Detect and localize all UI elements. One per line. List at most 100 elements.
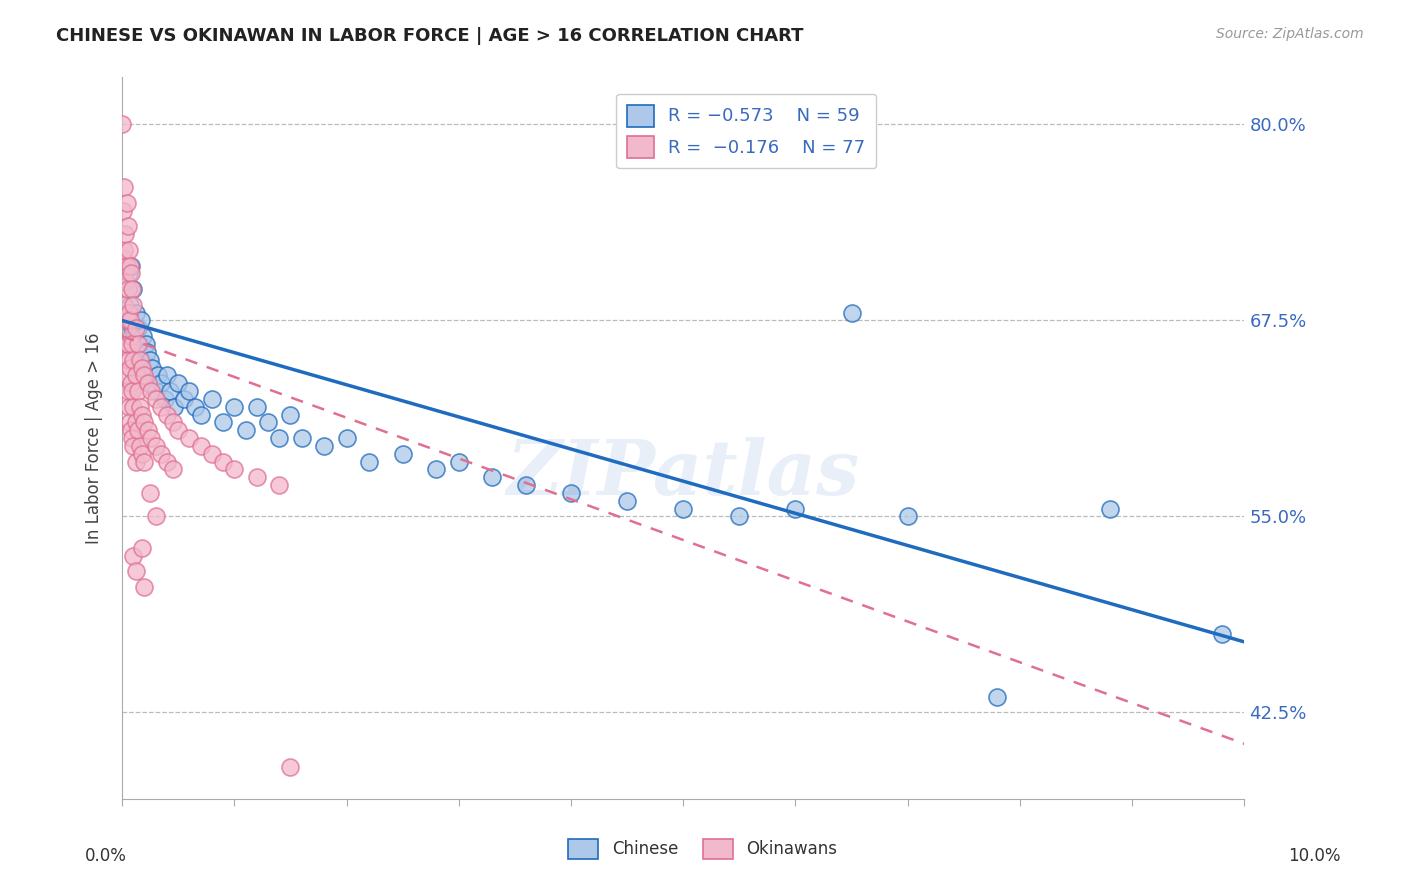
Point — [115, 313, 138, 327]
Point — [111, 118, 134, 132]
Text: 10.0%: 10.0% — [1288, 847, 1341, 865]
Point — [145, 392, 167, 406]
Point — [224, 400, 246, 414]
Point — [124, 454, 146, 468]
Point — [122, 298, 145, 312]
Point — [156, 368, 179, 383]
Point — [134, 580, 156, 594]
Point — [139, 486, 162, 500]
Point — [672, 501, 695, 516]
Legend: Chinese, Okinawans: Chinese, Okinawans — [562, 832, 844, 866]
Point — [141, 384, 163, 398]
Point — [124, 329, 146, 343]
Point — [118, 360, 141, 375]
Point — [159, 384, 181, 398]
Point — [121, 337, 143, 351]
Point — [167, 376, 190, 391]
Point — [121, 321, 143, 335]
Point — [167, 423, 190, 437]
Point — [212, 454, 235, 468]
Point — [136, 376, 159, 391]
Point — [124, 565, 146, 579]
Point — [124, 416, 146, 430]
Point — [841, 305, 863, 319]
Point — [115, 259, 138, 273]
Point — [122, 439, 145, 453]
Point — [335, 431, 357, 445]
Point — [120, 259, 142, 273]
Point — [114, 227, 136, 242]
Point — [112, 298, 135, 312]
Text: Source: ZipAtlas.com: Source: ZipAtlas.com — [1216, 27, 1364, 41]
Point — [129, 313, 152, 327]
Point — [357, 454, 380, 468]
Point — [141, 360, 163, 375]
Point — [291, 431, 314, 445]
Point — [112, 251, 135, 265]
Point — [125, 344, 148, 359]
Point — [131, 360, 153, 375]
Point — [173, 392, 195, 406]
Point — [280, 760, 302, 774]
Point — [560, 486, 582, 500]
Point — [391, 447, 413, 461]
Point — [201, 447, 224, 461]
Point — [118, 267, 141, 281]
Point — [118, 416, 141, 430]
Point — [118, 313, 141, 327]
Text: ZIPatlas: ZIPatlas — [506, 437, 860, 511]
Point — [118, 259, 141, 273]
Point — [118, 298, 141, 312]
Point — [145, 384, 167, 398]
Point — [115, 368, 138, 383]
Point — [117, 337, 139, 351]
Point — [117, 219, 139, 234]
Point — [145, 509, 167, 524]
Point — [190, 408, 212, 422]
Point — [120, 423, 142, 437]
Point — [1211, 627, 1233, 641]
Point — [115, 195, 138, 210]
Point — [114, 274, 136, 288]
Point — [986, 690, 1008, 704]
Point — [785, 501, 807, 516]
Point — [179, 431, 201, 445]
Point — [201, 392, 224, 406]
Point — [120, 329, 142, 343]
Point — [136, 376, 159, 391]
Point — [131, 447, 153, 461]
Point — [124, 305, 146, 319]
Point — [112, 180, 135, 194]
Point — [425, 462, 447, 476]
Point — [224, 462, 246, 476]
Point — [127, 384, 149, 398]
Text: 0.0%: 0.0% — [84, 847, 127, 865]
Point — [129, 400, 152, 414]
Point — [146, 368, 169, 383]
Point — [118, 305, 141, 319]
Point — [117, 384, 139, 398]
Point — [131, 352, 153, 367]
Point — [257, 416, 280, 430]
Point — [117, 313, 139, 327]
Point — [184, 400, 207, 414]
Point — [280, 408, 302, 422]
Point — [897, 509, 920, 524]
Point — [269, 478, 291, 492]
Point — [118, 243, 141, 257]
Point — [129, 352, 152, 367]
Point — [118, 352, 141, 367]
Point — [127, 337, 149, 351]
Point — [121, 282, 143, 296]
Point — [235, 423, 257, 437]
Point — [112, 203, 135, 218]
Point — [145, 439, 167, 453]
Point — [112, 243, 135, 257]
Point — [127, 321, 149, 335]
Point — [122, 352, 145, 367]
Y-axis label: In Labor Force | Age > 16: In Labor Force | Age > 16 — [86, 333, 103, 544]
Point — [134, 368, 156, 383]
Point — [120, 376, 142, 391]
Point — [150, 376, 173, 391]
Point — [131, 408, 153, 422]
